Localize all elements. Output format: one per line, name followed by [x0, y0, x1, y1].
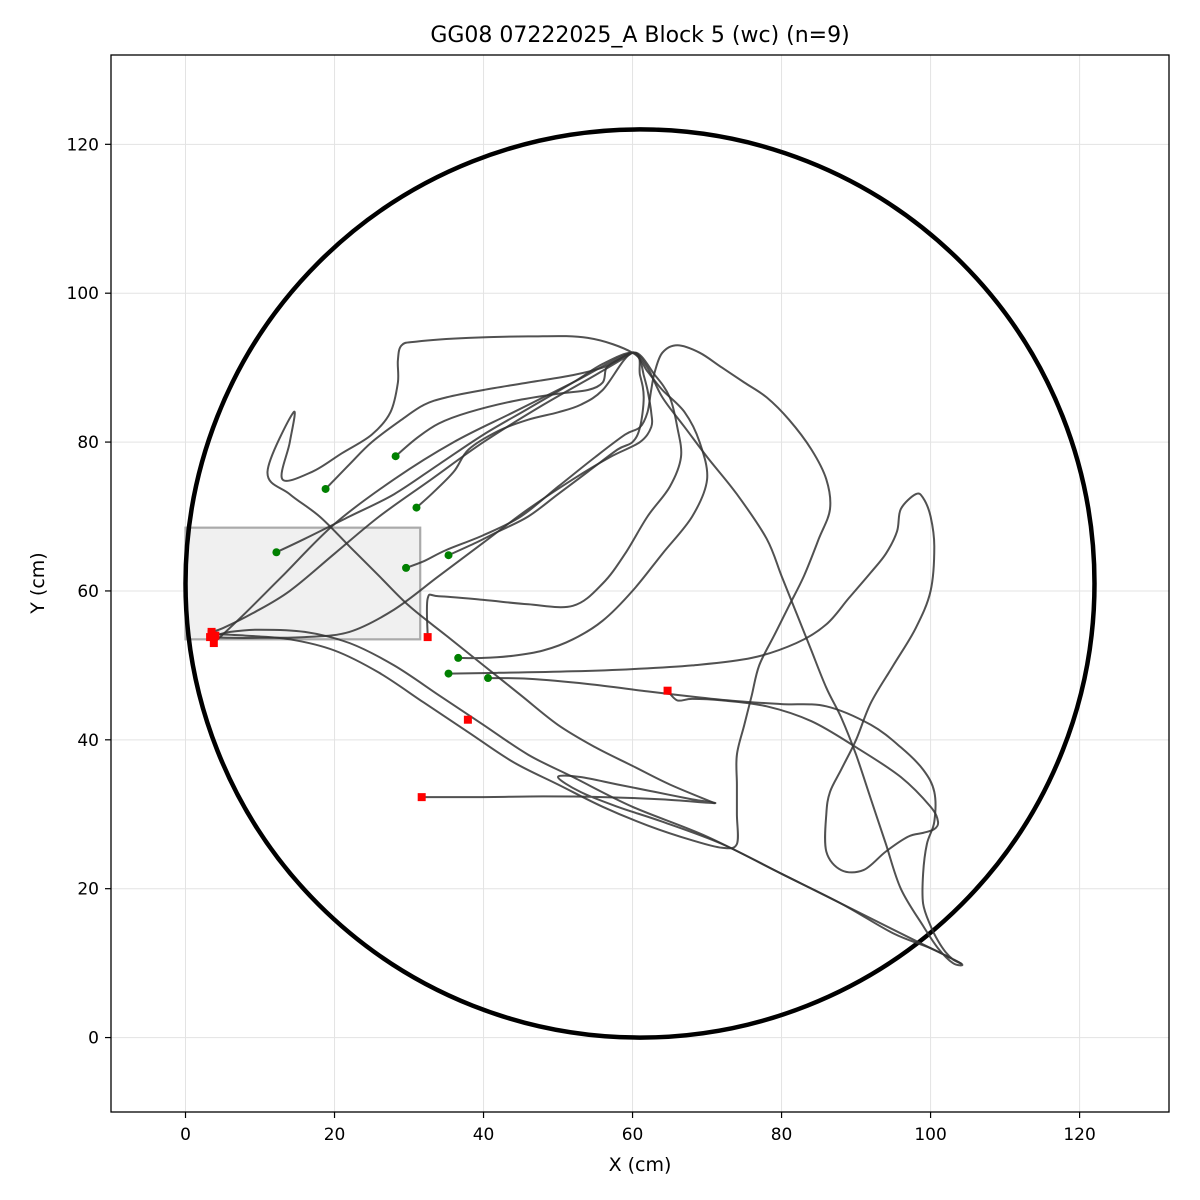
y-tick-label: 40 [77, 731, 99, 751]
trajectory-path-3 [415, 351, 683, 639]
trajectory-path-6 [266, 335, 716, 805]
x-axis-label: X (cm) [609, 1154, 672, 1176]
trajectory-path-9 [214, 351, 964, 967]
x-tick-label: 100 [914, 1125, 946, 1145]
start-marker-1 [321, 484, 330, 493]
y-tick-label: 120 [67, 135, 99, 155]
start-marker-6 [454, 653, 463, 662]
arena-layer [183, 127, 1097, 1040]
trajectory-path-4 [212, 351, 645, 644]
tick-layer: 0 20 40 60 80 100 120 0 20 40 60 80 100 120 [67, 135, 1096, 1145]
end-marker-4 [209, 639, 218, 648]
y-tick-label: 60 [77, 582, 99, 602]
zone-layer [184, 526, 422, 641]
marker-layer [206, 452, 672, 802]
start-marker-7 [444, 669, 453, 678]
start-zone [184, 526, 422, 641]
path-layer [209, 335, 964, 967]
y-tick-label: 80 [77, 433, 99, 453]
start-marker-2 [391, 452, 400, 461]
x-tick-label: 60 [622, 1125, 644, 1145]
y-tick-label: 100 [67, 284, 99, 304]
x-tick-label: 0 [180, 1125, 191, 1145]
end-marker-3 [423, 633, 432, 642]
y-tick-label: 20 [77, 880, 99, 900]
end-marker-7 [663, 686, 672, 695]
x-tick-label: 40 [473, 1125, 495, 1145]
x-tick-label: 20 [324, 1125, 346, 1145]
x-tick-label: 120 [1063, 1125, 1095, 1145]
start-marker-4 [444, 551, 453, 560]
y-tick-label: 0 [88, 1029, 99, 1049]
start-marker-3 [412, 503, 421, 512]
trajectory-path-7 [447, 492, 940, 874]
x-tick-label: 80 [771, 1125, 793, 1145]
start-marker-5 [402, 563, 411, 572]
arena-boundary [183, 127, 1097, 1040]
plot-frame [110, 54, 1170, 1113]
start-marker-9 [272, 548, 281, 557]
start-marker-8 [484, 674, 493, 683]
chart-title: GG08 07222025_A Block 5 (wc) (n=9) [430, 23, 849, 48]
end-marker-9 [211, 631, 220, 640]
end-marker-6 [463, 715, 472, 724]
end-marker-8 [417, 793, 426, 802]
y-axis-label: Y (cm) [27, 552, 49, 614]
trajectory-path-5 [210, 344, 832, 850]
